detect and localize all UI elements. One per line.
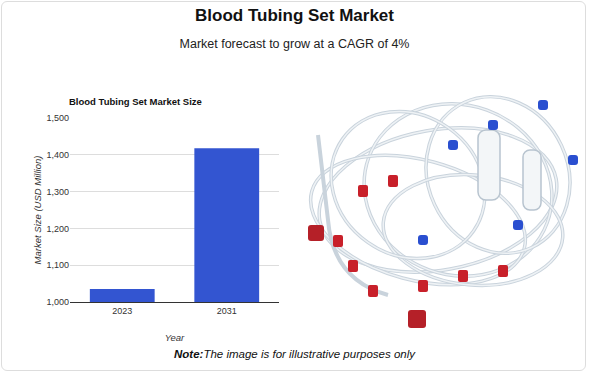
svg-text:2031: 2031 [217,306,237,316]
svg-text:Blood Tubing Set Market Size: Blood Tubing Set Market Size [69,96,202,107]
html-text:Market forecast to grow at a C: Market forecast to grow at a CAGR of 4% [179,37,410,51]
svg-text:1,300: 1,300 [46,187,69,197]
svg-text:Year: Year [165,332,185,343]
svg-text:Market Size (USD Million): Market Size (USD Million) [32,156,43,265]
svg-text:1,500: 1,500 [46,113,69,123]
svg-text:2023: 2023 [112,306,132,316]
svg-text:1,400: 1,400 [46,150,69,160]
svg-text:1,200: 1,200 [46,224,69,234]
svg-text:1,100: 1,100 [46,260,69,270]
html-text:Note: The image is for illustr: Note: The image is for illustrative purp… [174,348,415,360]
html-text:Blood Tubing Set Market: Blood Tubing Set Market [195,6,394,25]
svg-text:1,000: 1,000 [46,297,69,307]
